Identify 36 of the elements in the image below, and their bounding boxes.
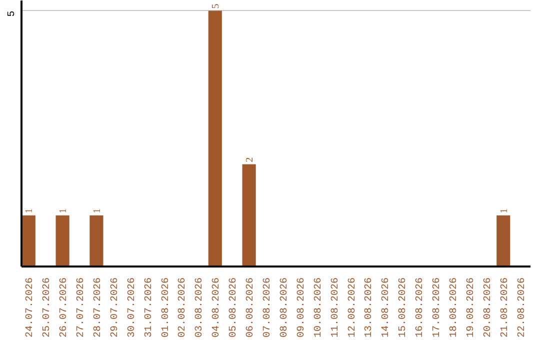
x-tick-label: 01.08.2026 — [160, 277, 172, 338]
x-tick-label: 26.07.2026 — [59, 277, 70, 338]
x-tick-label: 30.07.2026 — [126, 277, 138, 338]
x-tick-label: 15.08.2026 — [398, 277, 410, 338]
x-tick-label: 02.08.2026 — [178, 277, 189, 338]
data-label: 1 — [498, 208, 510, 214]
x-tick-label: 05.08.2026 — [228, 277, 240, 338]
data-label: 1 — [92, 208, 103, 214]
x-tick-label: 13.08.2026 — [364, 277, 376, 338]
x-tick-label: 09.08.2026 — [296, 277, 308, 338]
x-tick-label: 21.08.2026 — [500, 277, 511, 338]
x-tick-label: 11.08.2026 — [330, 277, 342, 338]
data-label: 2 — [244, 157, 256, 162]
x-tick-label: 24.07.2026 — [25, 277, 36, 338]
x-tick-label: 10.08.2026 — [313, 277, 324, 338]
x-tick-label: 31.07.2026 — [144, 277, 155, 338]
data-label: 1 — [58, 208, 70, 214]
x-tick-label: 12.08.2026 — [347, 277, 358, 338]
x-tick-label: 06.08.2026 — [246, 277, 257, 338]
data-label: 1 — [24, 208, 36, 214]
x-tick-label: 25.07.2026 — [42, 277, 54, 338]
x-tick-label: 22.08.2026 — [516, 277, 528, 338]
x-tick-label: 18.08.2026 — [449, 277, 460, 338]
x-tick-label: 28.07.2026 — [92, 277, 104, 338]
x-tick-label: 04.08.2026 — [212, 277, 223, 338]
x-tick-label: 20.08.2026 — [482, 277, 494, 338]
x-tick-label: 17.08.2026 — [432, 277, 444, 338]
x-tick-label: 19.08.2026 — [466, 277, 477, 338]
x-tick-label: 07.08.2026 — [262, 277, 274, 338]
x-tick-label: 27.07.2026 — [76, 277, 87, 338]
x-tick-label: 29.07.2026 — [110, 277, 121, 338]
x-tick-label: 14.08.2026 — [381, 277, 392, 338]
x-tick-label: 16.08.2026 — [415, 277, 426, 338]
x-tick-label: 08.08.2026 — [279, 277, 290, 338]
x-tick-label: 03.08.2026 — [194, 277, 206, 338]
data-label: 5 — [210, 4, 222, 9]
